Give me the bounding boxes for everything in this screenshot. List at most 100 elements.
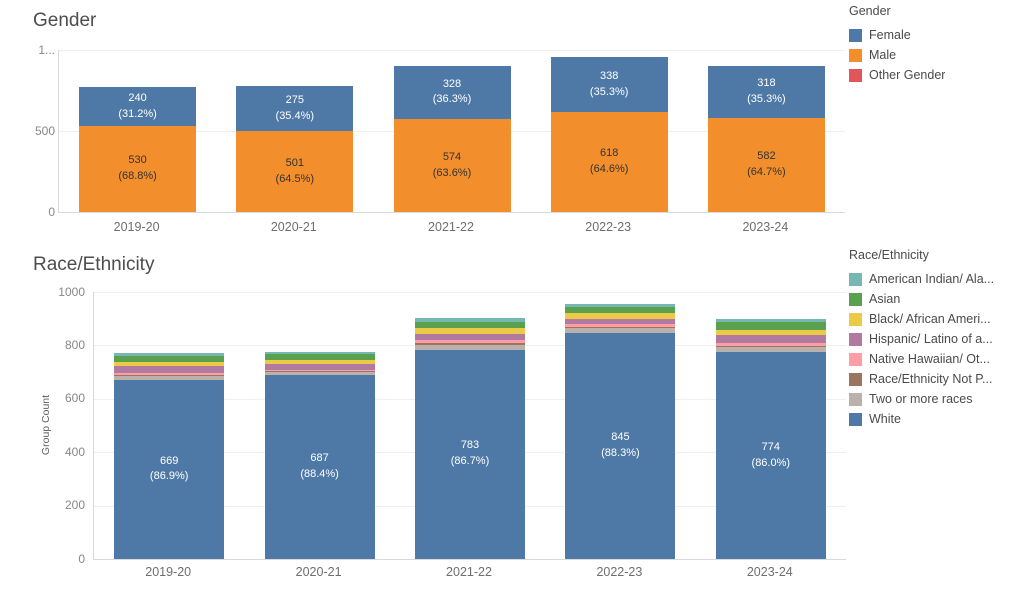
segment-White-2022-23[interactable]: 845 (88.3%) [565,333,676,560]
bar-2022-23: 338 (35.3%) 618 (64.6%) [550,57,668,212]
legend-swatch [849,352,862,366]
segment-White-2023-24[interactable]: 774 (86.0%) [715,352,826,560]
segment-label-Female-2022-23: 338 (35.3%) [589,69,629,98]
segment-Male-2020-21[interactable]: 501 (64.5%) [236,130,354,213]
segment-Female-2022-23[interactable]: 338 (35.3%) [550,57,668,112]
segment-Hispanic/ Latino of a...-2020-21[interactable] [264,364,375,370]
chart-title-race-ethnicity: Race/Ethnicity [33,254,155,275]
segment-label-Male-2020-21: 501 (64.5%) [275,156,315,185]
segment-Race/Ethnicity Not P...-2023-24[interactable] [715,345,826,348]
bar-2021-22: 783 (86.7%) [415,317,525,559]
segment-Female-2021-22[interactable]: 328 (36.3%) [393,65,511,119]
legend-item-label: Hispanic/ Latino of a... [869,332,993,346]
x-axis-label-2021-22: 2021-22 [428,220,474,234]
segment-Asian-2019-20[interactable] [114,355,225,362]
bar-2020-21: 275 (35.4%) 501 (64.5%) [236,86,354,213]
legend-item-Native Hawaiian/ Ot...[interactable]: Native Hawaiian/ Ot... [849,349,1021,369]
segment-Asian-2023-24[interactable] [715,321,826,330]
segment-Female-2020-21[interactable]: 275 (35.4%) [236,86,354,131]
segment-Black/ African Ameri...-2019-20[interactable] [114,361,225,367]
segment-Hispanic/ Latino of a...-2023-24[interactable] [715,334,826,343]
segment-Hispanic/ Latino of a...-2019-20[interactable] [114,366,225,374]
segment-Race/Ethnicity Not P...-2020-21[interactable] [264,370,375,372]
segment-American Indian/ Ala...-2021-22[interactable] [415,317,525,322]
segment-label-White-2020-21: 687 (88.4%) [300,452,339,481]
segment-label-Female-2021-22: 328 (36.3%) [432,77,472,106]
segment-Male-2022-23[interactable]: 618 (64.6%) [550,111,668,212]
segment-Two or more races-2022-23[interactable] [565,328,676,334]
segment-American Indian/ Ala...-2023-24[interactable] [715,318,826,322]
segment-Asian-2021-22[interactable] [415,321,525,329]
legend-item-label: American Indian/ Ala... [869,272,995,286]
segment-label-Male-2022-23: 618 (64.6%) [589,147,629,175]
segment-Native Hawaiian/ Ot...-2022-23[interactable] [565,323,676,327]
segment-Black/ African Ameri...-2021-22[interactable] [415,328,525,334]
segment-Asian-2022-23[interactable] [565,307,676,313]
gridline [59,50,845,51]
y-tick-label: 0 [78,551,85,566]
gridline [94,292,846,293]
x-axis-label-2020-21: 2020-21 [270,220,317,234]
segment-White-2021-22[interactable]: 783 (86.7%) [415,349,525,559]
segment-Race/Ethnicity Not P...-2021-22[interactable] [415,342,525,346]
segment-Asian-2020-21[interactable] [264,354,375,360]
legend-item-Two or more races[interactable]: Two or more races [849,389,1021,409]
segment-Two or more races-2020-21[interactable] [264,371,375,376]
bar-2021-22: 328 (36.3%) 574 (63.6%) [393,65,511,212]
segment-Two or more races-2019-20[interactable] [114,375,225,381]
segment-Black/ African Ameri...-2023-24[interactable] [715,329,826,335]
legend-swatch [849,48,862,62]
legend-swatch [849,332,862,346]
segment-Female-2019-20[interactable]: 240 (31.2%) [79,87,197,127]
y-tick-label: 600 [64,391,85,406]
segment-Race/Ethnicity Not P...-2022-23[interactable] [565,326,676,329]
segment-White-2019-20[interactable]: 669 (86.9%) [114,380,225,559]
segment-Hispanic/ Latino of a...-2021-22[interactable] [415,333,525,341]
segment-Male-2023-24[interactable]: 582 (64.7%) [707,117,825,212]
legend-item-Male[interactable]: Male [849,45,1021,65]
segment-Male-2021-22[interactable]: 574 (63.6%) [393,119,511,212]
race-ethnicity-legend: Race/Ethnicity American Indian/ Ala... As… [849,248,1021,429]
segment-Two or more races-2021-22[interactable] [415,345,525,350]
segment-American Indian/ Ala...-2019-20[interactable] [114,353,225,356]
segment-label-White-2022-23: 845 (88.3%) [601,431,640,460]
legend-swatch [849,292,862,306]
legend-item-Other Gender[interactable]: Other Gender [849,65,1021,85]
y-tick-label: 0 [48,204,55,219]
segment-Native Hawaiian/ Ot...-2023-24[interactable] [715,342,826,346]
legend-item-Female[interactable]: Female [849,25,1021,45]
segment-Native Hawaiian/ Ot...-2021-22[interactable] [415,340,525,343]
legend-item-Black/ African Ameri...[interactable]: Black/ African Ameri... [849,309,1021,329]
segment-Black/ African Ameri...-2022-23[interactable] [565,312,676,319]
legend-swatch [849,312,862,326]
legend-item-American Indian/ Ala...[interactable]: American Indian/ Ala... [849,269,1021,289]
legend-swatch [849,412,862,426]
y-tick-label: 1... [38,42,55,57]
segment-Hispanic/ Latino of a...-2022-23[interactable] [565,318,676,324]
legend-swatch [849,272,862,286]
legend-item-Hispanic/ Latino of a...[interactable]: Hispanic/ Latino of a... [849,329,1021,349]
segment-Male-2019-20[interactable]: 530 (68.8%) [79,126,197,213]
legend-item-label: White [869,412,901,426]
y-tick-label: 400 [64,444,85,459]
legend-item-White[interactable]: White [849,409,1021,429]
segment-Race/Ethnicity Not P...-2019-20[interactable] [114,374,225,376]
y-tick-label: 1000 [58,284,85,299]
segment-label-Male-2019-20: 530 (68.8%) [118,154,157,183]
segment-Native Hawaiian/ Ot...-2020-21[interactable] [264,369,375,371]
segment-American Indian/ Ala...-2020-21[interactable] [264,351,375,355]
segment-Female-2023-24[interactable]: 318 (35.3%) [707,66,825,118]
legend-item-Race/Ethnicity Not P...[interactable]: Race/Ethnicity Not P... [849,369,1021,389]
segment-Black/ African Ameri...-2020-21[interactable] [264,359,375,365]
segment-Two or more races-2023-24[interactable] [715,347,826,353]
y-tick-label: 200 [64,498,85,513]
segment-label-Male-2021-22: 574 (63.6%) [432,150,472,179]
x-axis-label-2022-23: 2022-23 [596,565,643,579]
segment-Native Hawaiian/ Ot...-2019-20[interactable] [114,373,225,375]
bar-2023-24: 318 (35.3%) 582 (64.7%) [707,66,825,212]
bar-2023-24: 774 (86.0%) [715,318,826,560]
segment-American Indian/ Ala...-2022-23[interactable] [565,303,676,307]
legend-item-Asian[interactable]: Asian [849,289,1021,309]
segment-White-2020-21[interactable]: 687 (88.4%) [264,375,375,559]
